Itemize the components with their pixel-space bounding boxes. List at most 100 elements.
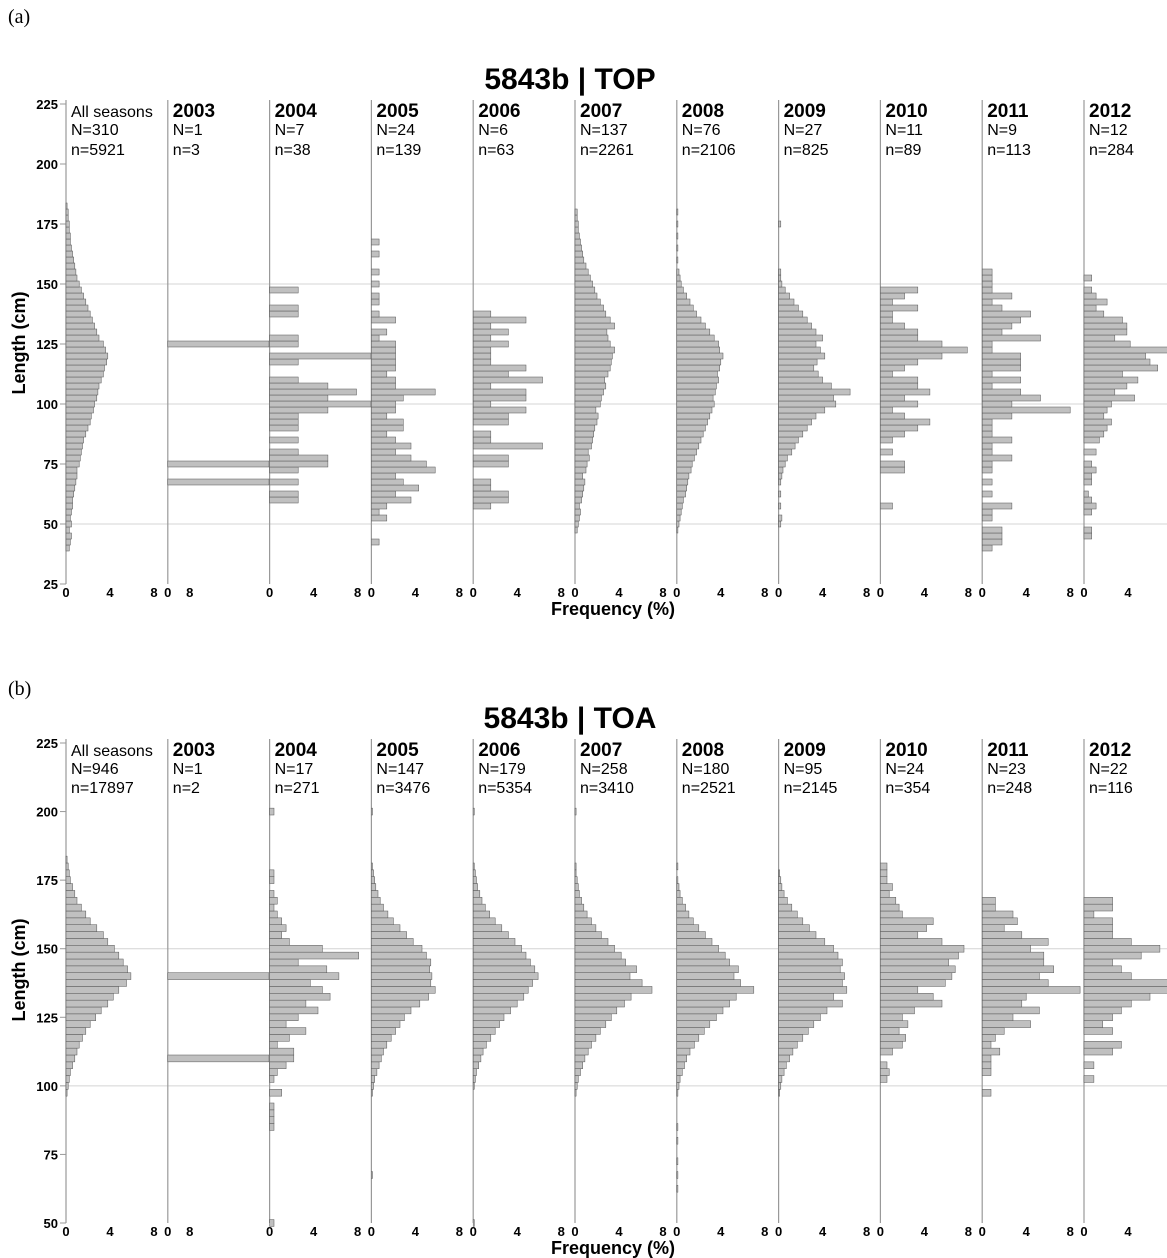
histogram-bar xyxy=(1083,897,1113,905)
histogram-bar xyxy=(676,876,679,884)
histogram-bar xyxy=(269,979,311,987)
histogram-bar xyxy=(880,1061,888,1069)
sample-count-n: n=3476 xyxy=(376,780,430,797)
histogram-bar xyxy=(981,526,1003,534)
histogram-bar xyxy=(269,951,359,960)
histogram-bar xyxy=(778,890,785,898)
sample-count-N: N=179 xyxy=(478,761,526,778)
histogram-bar xyxy=(778,910,798,919)
x-tick-label: 0 xyxy=(470,1224,477,1239)
histogram-bar xyxy=(1083,286,1092,294)
histogram-bar xyxy=(371,1013,405,1021)
panel-label-b: (b) xyxy=(8,678,32,700)
histogram-bar xyxy=(778,514,783,522)
histogram-bar xyxy=(1083,999,1132,1008)
histogram-bar xyxy=(472,862,475,871)
histogram-bar xyxy=(371,945,423,953)
histogram-bar xyxy=(778,1089,780,1097)
x-tick-label: 4 xyxy=(921,585,929,600)
x-tick-label: 0 xyxy=(673,585,680,600)
histogram-bar xyxy=(371,388,436,396)
histogram-bar xyxy=(269,448,299,456)
x-tick-label: 4 xyxy=(412,1224,420,1239)
x-tick-label: 0 xyxy=(673,1224,680,1239)
x-tick-label: 8 xyxy=(863,585,870,600)
y-tick-label: 150 xyxy=(36,942,58,957)
histogram-bar xyxy=(676,1157,679,1165)
histogram-bar xyxy=(981,268,993,276)
histogram-bar xyxy=(269,1123,275,1131)
histogram-bar xyxy=(676,938,713,946)
histogram-bar xyxy=(676,910,690,919)
x-tick-label: 0 xyxy=(164,585,171,600)
x-tick-label: 8 xyxy=(150,585,157,600)
histogram-bar xyxy=(65,1082,69,1090)
sample-count-N: N=137 xyxy=(580,122,628,139)
histogram-bar xyxy=(371,280,380,288)
sample-count-n: n=113 xyxy=(987,142,1031,159)
histogram-bar xyxy=(574,1013,612,1021)
histogram-bar xyxy=(880,460,905,468)
sample-count-N: N=9 xyxy=(987,122,1017,139)
histogram-bar xyxy=(472,965,536,973)
histogram-bar xyxy=(269,924,287,932)
x-tick-label: 0 xyxy=(164,1224,171,1239)
histogram-bar xyxy=(981,1068,992,1076)
histogram-bar xyxy=(778,958,843,967)
histogram-bar xyxy=(574,1068,581,1076)
season-label: 2009 xyxy=(784,740,826,761)
histogram-bar xyxy=(880,286,919,294)
sample-count-n: n=2145 xyxy=(784,780,838,797)
histogram-bar xyxy=(676,883,680,891)
sample-count-N: N=258 xyxy=(580,761,628,778)
histogram-bar xyxy=(371,1047,384,1056)
x-tick-label: 0 xyxy=(775,585,782,600)
histogram-bar xyxy=(472,1027,496,1035)
histogram-bar xyxy=(371,310,380,318)
x-tick-label: 4 xyxy=(106,585,114,600)
sample-count-n: n=139 xyxy=(376,142,421,159)
y-tick-label: 100 xyxy=(36,397,58,412)
histogram-bar xyxy=(269,999,307,1008)
x-tick-label: 8 xyxy=(761,585,768,600)
histogram-bar xyxy=(65,1006,102,1015)
histogram-bar xyxy=(880,883,893,891)
x-tick-label: 0 xyxy=(62,1224,69,1239)
histogram-bar xyxy=(472,951,527,960)
histogram-bar xyxy=(472,478,492,486)
histogram-bar xyxy=(65,855,68,864)
histogram-bar xyxy=(981,310,1031,318)
sample-count-n: n=5354 xyxy=(478,780,532,797)
histogram-bar xyxy=(65,1027,87,1035)
histogram-bar xyxy=(880,910,903,919)
histogram-bar xyxy=(1083,986,1167,994)
x-tick-label: 0 xyxy=(266,585,273,600)
histogram-bar xyxy=(778,965,841,973)
season-label: 2007 xyxy=(580,101,622,122)
histogram-bar xyxy=(472,430,492,438)
histogram-bar xyxy=(269,965,328,973)
histogram-bar xyxy=(371,972,433,980)
histogram-bar xyxy=(981,1061,992,1069)
histogram-bar xyxy=(1083,1020,1103,1028)
x-tick-label: 4 xyxy=(514,585,522,600)
histogram-bar xyxy=(574,910,588,919)
sample-count-n: n=284 xyxy=(1089,142,1134,159)
histogram-bar xyxy=(778,490,782,498)
histogram-bar xyxy=(269,490,299,498)
histogram-bar xyxy=(574,951,622,960)
histogram-bar xyxy=(880,924,927,932)
season-label: 2007 xyxy=(580,740,622,761)
histogram-bar xyxy=(880,1027,900,1035)
histogram-bar xyxy=(371,807,373,816)
histogram-bar xyxy=(778,1020,815,1028)
histogram-bar xyxy=(981,502,1013,510)
x-tick-label: 0 xyxy=(775,1224,782,1239)
histogram-bar xyxy=(880,986,919,994)
histogram-bar xyxy=(574,876,578,884)
x-tick-label: 4 xyxy=(819,585,827,600)
histogram-bar xyxy=(269,1102,275,1111)
histogram-bar xyxy=(778,903,793,912)
histogram-bar xyxy=(269,1047,295,1056)
